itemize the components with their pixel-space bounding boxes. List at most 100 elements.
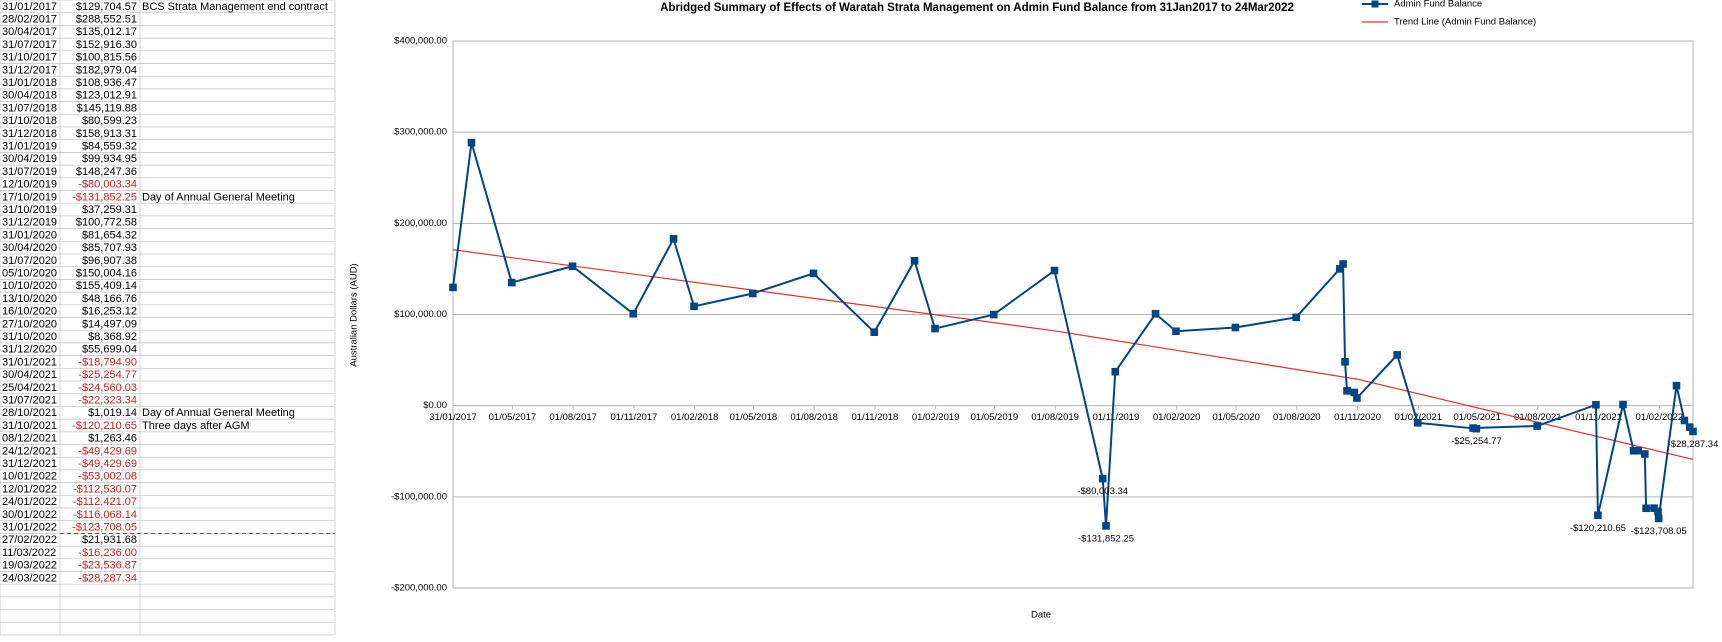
point — [1353, 394, 1361, 402]
cell: 16/10/2020 — [2, 306, 57, 318]
cell: 30/04/2020 — [2, 242, 57, 254]
cell: $96,907.38 — [82, 255, 137, 267]
point — [1341, 357, 1349, 366]
point — [1098, 474, 1107, 483]
cell: -$18,794.90 — [78, 356, 137, 368]
data-label: -$25,254.77 — [1451, 436, 1502, 447]
cell: $80,599.23 — [82, 115, 137, 127]
x-tick-label: 01/02/2020 — [1153, 412, 1201, 423]
cell: 31/07/2021 — [2, 394, 57, 406]
x-tick-label: 01/11/2018 — [851, 412, 898, 423]
cell: 11/03/2022 — [2, 547, 56, 559]
point — [1685, 423, 1694, 431]
point — [1650, 504, 1658, 512]
cell: $182,979.04 — [76, 64, 137, 76]
point — [1592, 400, 1600, 409]
point — [910, 256, 919, 265]
cell: $108,936.47 — [76, 77, 137, 89]
cell: 31/10/2018 — [2, 115, 57, 127]
point — [1689, 427, 1697, 436]
x-axis-title: Date — [1031, 610, 1051, 621]
cell: 31/10/2017 — [2, 52, 57, 64]
cell: 31/01/2022 — [2, 521, 57, 533]
point — [748, 289, 757, 298]
x-tick-label: 01/02/2021 — [1395, 412, 1443, 423]
x-tick-label: 01/02/2018 — [671, 412, 719, 423]
point — [1533, 422, 1541, 430]
y-tick-label: $100,000.00 — [394, 309, 447, 320]
cell: $288,552.51 — [76, 13, 137, 25]
point — [1350, 388, 1359, 397]
cell: $37,259.31 — [82, 204, 137, 216]
x-tick-label: 01/02/2019 — [912, 412, 960, 423]
cell: -$120,210.65 — [72, 420, 137, 432]
y-axis-title: Australian Dollars (AUD) — [349, 263, 360, 366]
cell: 17/10/2019 — [2, 191, 57, 203]
cell: 31/07/2020 — [2, 255, 57, 267]
y-tick-label: -$100,000.00 — [391, 491, 447, 502]
cell: 31/01/2019 — [2, 140, 57, 152]
point — [1050, 266, 1059, 275]
cell: -$28,287.34 — [78, 572, 137, 584]
cell: $48,166.76 — [82, 293, 137, 305]
y-tick-label: $300,000.00 — [394, 127, 447, 138]
point — [1642, 504, 1650, 513]
cell: 31/07/2019 — [2, 166, 57, 178]
cell: $135,012.17 — [76, 26, 137, 38]
cell: -$112,421.07 — [73, 496, 137, 508]
point — [1343, 387, 1351, 395]
cell: -$49,429.69 — [78, 445, 137, 457]
cell: 27/02/2022 — [2, 534, 57, 546]
cell: 12/01/2022 — [2, 483, 57, 495]
cell: $85,707.93 — [82, 242, 137, 254]
x-tick-label: 01/08/2017 — [549, 412, 597, 423]
point — [1413, 419, 1422, 427]
point — [1619, 400, 1627, 409]
data-label: -$120,210.65 — [1570, 523, 1626, 534]
point — [1231, 323, 1240, 332]
point — [809, 269, 818, 278]
cell: 13/10/2020 — [2, 293, 57, 305]
point — [931, 324, 939, 333]
cell: $81,654.32 — [82, 229, 137, 241]
cell: $158,913.31 — [76, 128, 137, 140]
cell: 31/07/2018 — [2, 102, 57, 114]
cell: $1,019.14 — [88, 407, 137, 419]
cell: -$123,708.05 — [72, 521, 137, 533]
cell: $152,916.30 — [76, 39, 137, 51]
point — [507, 278, 516, 287]
y-tick-label: $200,000.00 — [394, 218, 447, 229]
x-tick-label: 01/11/2017 — [610, 412, 657, 423]
cell: 30/04/2018 — [2, 90, 57, 102]
cell: 31/12/2019 — [2, 217, 57, 229]
point — [669, 235, 678, 243]
point — [1640, 450, 1649, 458]
cell: -$49,429.69 — [78, 458, 137, 470]
point — [467, 138, 476, 147]
data-label: -$123,708.05 — [1631, 526, 1687, 537]
cell: $100,815.56 — [76, 52, 137, 64]
x-tick-label: 01/05/2017 — [489, 412, 537, 423]
cell: -$80,003.34 — [78, 179, 137, 191]
cell: 31/01/2021 — [2, 356, 57, 368]
cell: $14,497.09 — [82, 318, 137, 330]
x-tick-label: 01/11/2019 — [1092, 412, 1139, 423]
legend-marker — [1371, 0, 1379, 8]
x-tick-label: 01/08/2020 — [1273, 412, 1321, 423]
y-tick-label: -$200,000.00 — [391, 583, 447, 594]
cell: 31/01/2020 — [2, 229, 57, 241]
data-label: -$28,287.34 — [1668, 439, 1719, 450]
chart: Abridged Summary of Effects of Waratah S… — [349, 0, 1719, 621]
y-tick-label: $400,000.00 — [394, 36, 447, 47]
x-tick-label: 01/08/2021 — [1514, 412, 1562, 423]
point — [989, 310, 998, 319]
point — [1654, 507, 1662, 516]
cell: $129,704.57 — [76, 1, 137, 13]
cell: 05/10/2020 — [2, 267, 57, 279]
cell: 31/12/2017 — [2, 64, 57, 76]
cell: 27/10/2020 — [2, 318, 57, 330]
cell: -$23,536.87 — [78, 560, 137, 572]
cell: 28/02/2017 — [2, 13, 57, 25]
point — [1102, 522, 1110, 530]
